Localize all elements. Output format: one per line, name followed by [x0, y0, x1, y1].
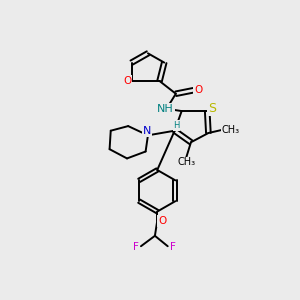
Text: NH: NH [157, 104, 174, 114]
Text: O: O [123, 76, 132, 86]
Text: F: F [133, 242, 139, 252]
Text: F: F [170, 242, 176, 252]
Text: O: O [194, 85, 202, 95]
Text: CH₃: CH₃ [177, 158, 195, 167]
Text: O: O [158, 216, 166, 226]
Text: N: N [142, 126, 151, 136]
Text: S: S [208, 102, 216, 115]
Text: H: H [173, 121, 180, 130]
Text: CH₃: CH₃ [221, 124, 239, 135]
